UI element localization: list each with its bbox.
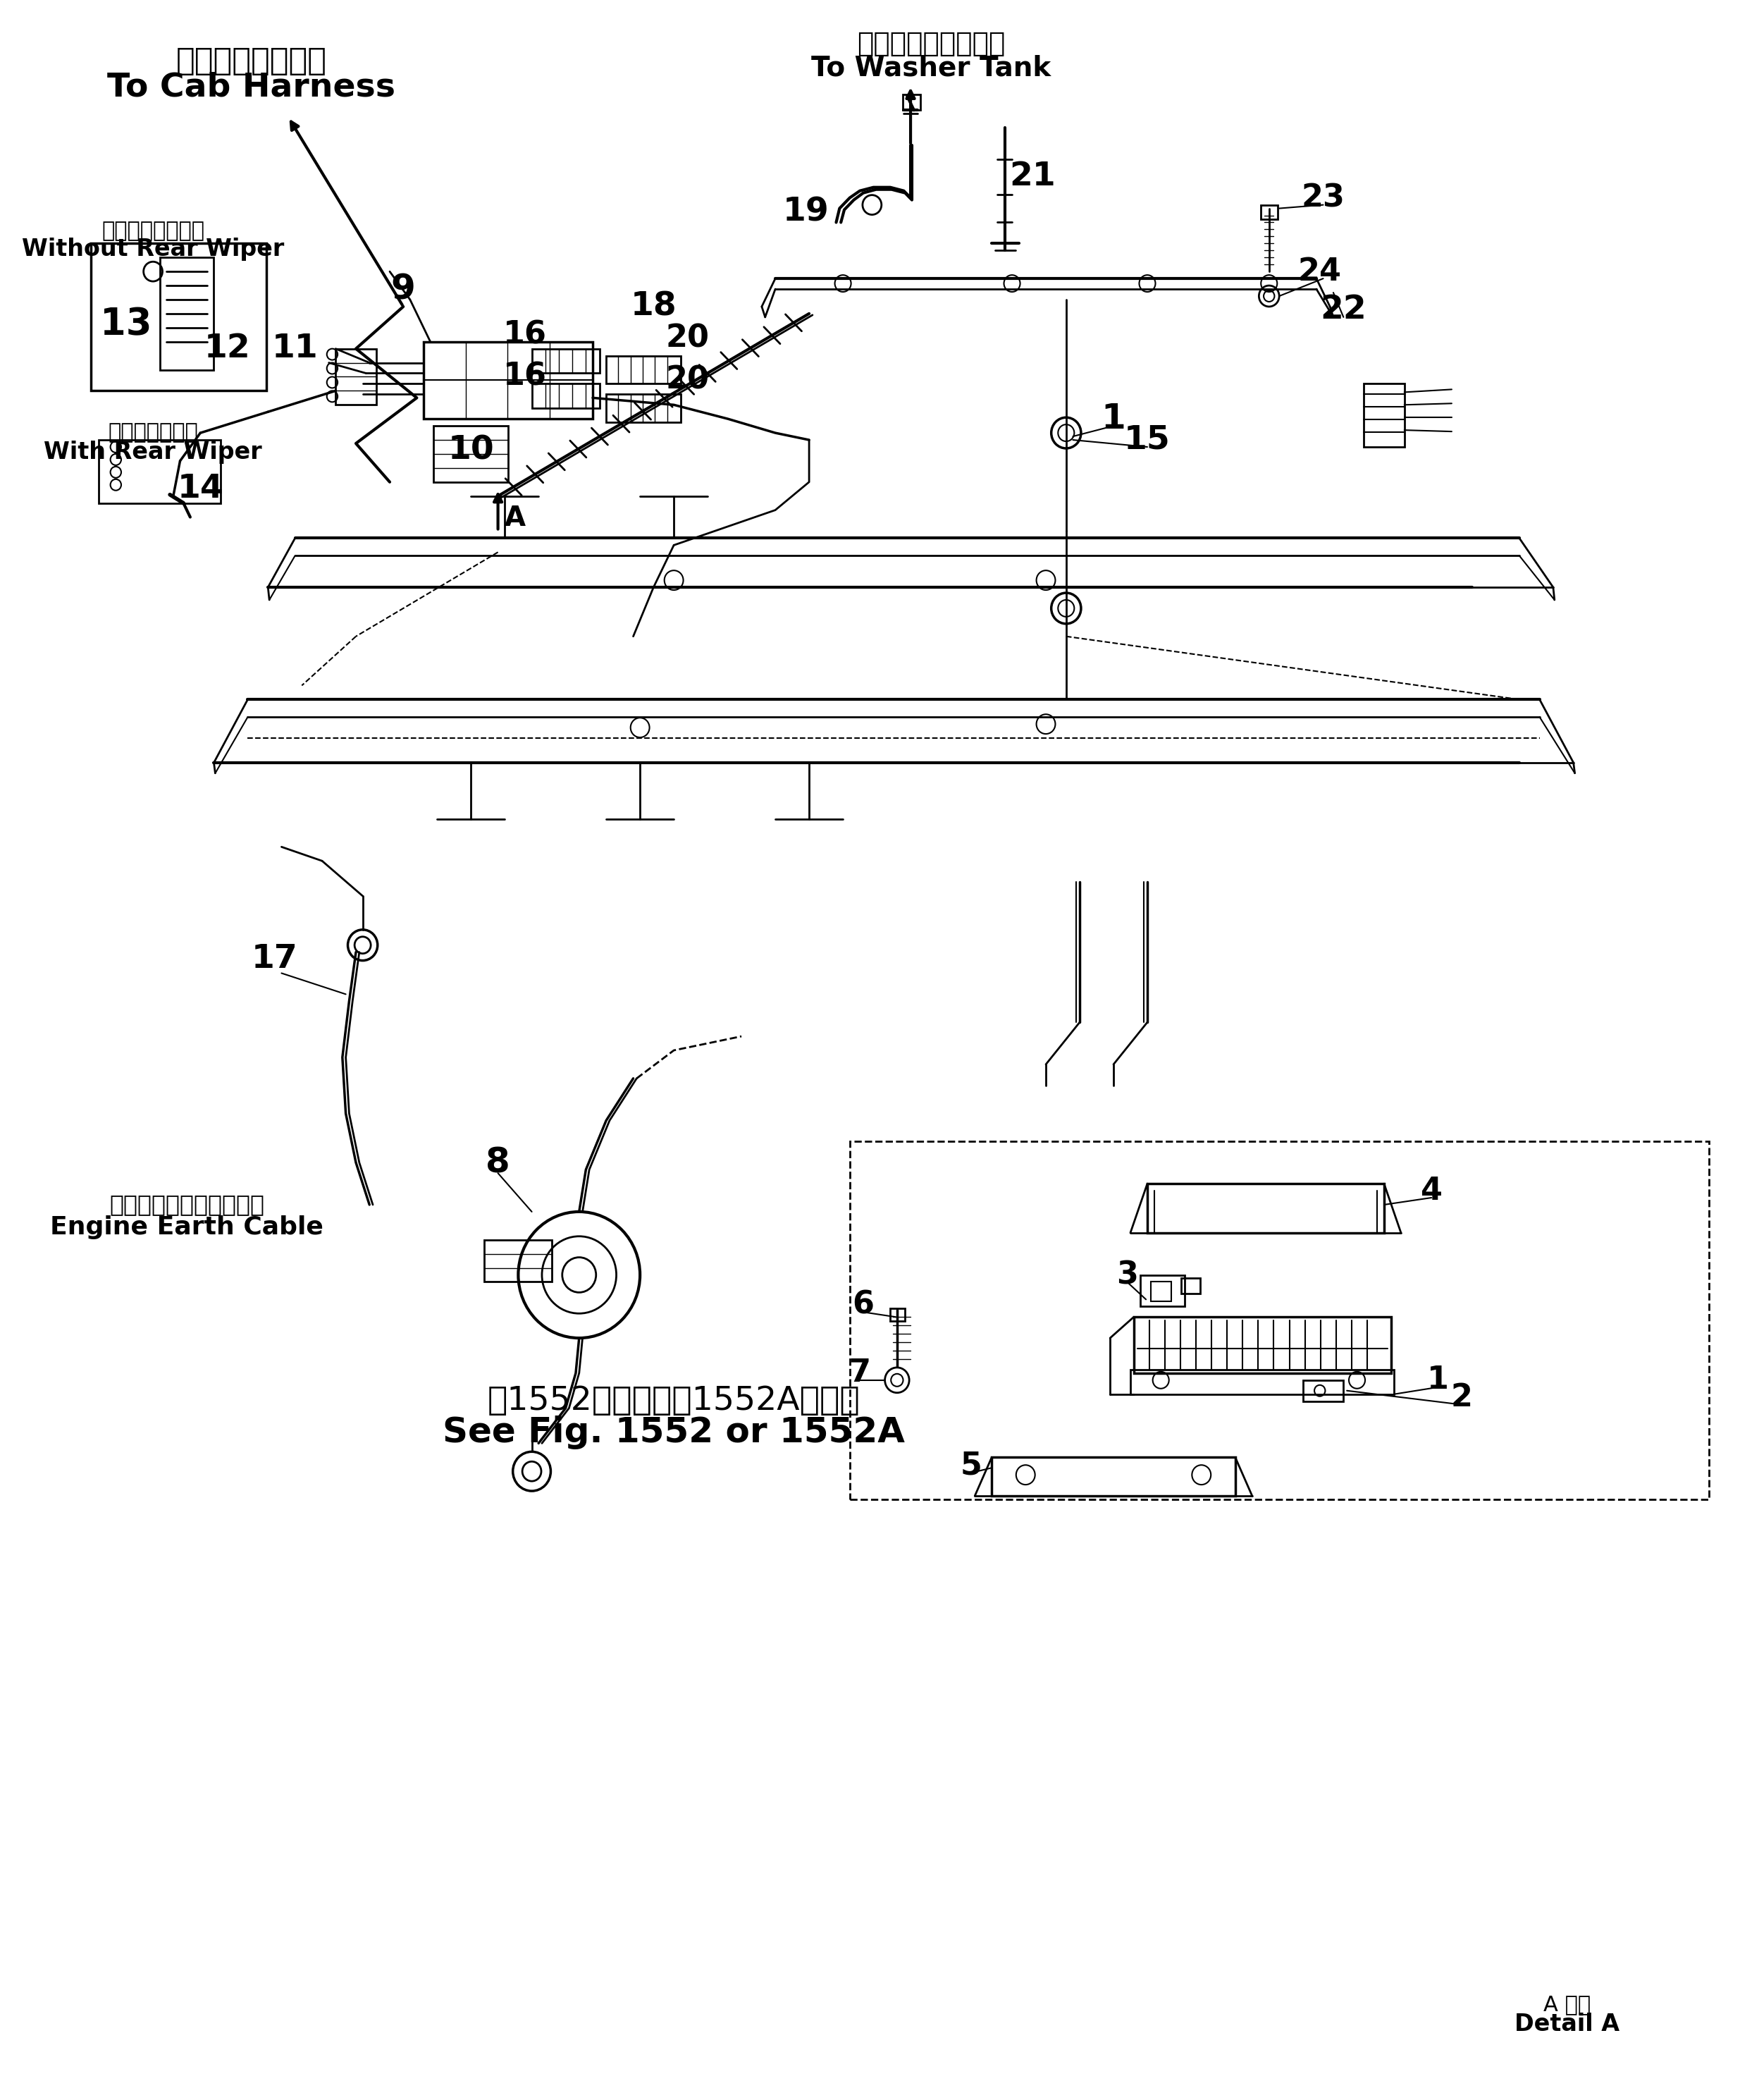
Text: 20: 20 — [665, 365, 710, 395]
Bar — [484, 1239, 552, 1281]
Bar — [1140, 1275, 1185, 1306]
Text: 24: 24 — [1298, 256, 1342, 288]
Text: 16: 16 — [503, 361, 546, 393]
Text: 第1552図または第1552A図参照: 第1552図または第1552A図参照 — [487, 1386, 860, 1418]
Text: 2: 2 — [1451, 1382, 1472, 1413]
Bar — [891, 1308, 905, 1321]
Bar — [1134, 1317, 1390, 1373]
Text: To Cab Harness: To Cab Harness — [106, 71, 395, 103]
Bar — [1131, 1369, 1394, 1394]
Text: 17: 17 — [252, 943, 298, 974]
Text: 10: 10 — [447, 435, 494, 466]
Text: 14: 14 — [177, 472, 223, 504]
Text: エンジンアースケーブル: エンジンアースケーブル — [110, 1193, 264, 1216]
Text: 16: 16 — [503, 319, 546, 351]
Bar — [423, 342, 593, 418]
Bar — [1261, 206, 1277, 218]
Bar — [992, 1457, 1235, 1495]
Text: See Fig. 1552 or 1552A: See Fig. 1552 or 1552A — [442, 1415, 905, 1449]
Text: A 詳細: A 詳細 — [1543, 1995, 1590, 2014]
Text: 7: 7 — [849, 1359, 870, 1388]
Text: 9: 9 — [391, 273, 416, 307]
Text: 23: 23 — [1302, 183, 1345, 212]
Text: 8: 8 — [485, 1147, 510, 1180]
Text: 4: 4 — [1420, 1176, 1442, 1205]
Text: リヤーワイパなし: リヤーワイパなし — [101, 221, 204, 242]
Text: 12: 12 — [204, 332, 251, 365]
Text: 18: 18 — [630, 290, 677, 323]
Bar — [606, 395, 680, 422]
Bar — [849, 1142, 1709, 1499]
Text: 19: 19 — [783, 195, 828, 227]
Text: キャブハーネスへ: キャブハーネスへ — [176, 46, 327, 76]
Text: With Rear Wiper: With Rear Wiper — [44, 441, 263, 464]
Text: 3: 3 — [1115, 1260, 1138, 1289]
Text: A: A — [505, 504, 525, 531]
Bar — [99, 439, 221, 504]
Text: Engine Earth Cable: Engine Earth Cable — [50, 1216, 324, 1239]
Bar — [606, 355, 680, 384]
Text: To Washer Tank: To Washer Tank — [811, 55, 1051, 82]
Text: リヤーワイパ付: リヤーワイパ付 — [108, 422, 198, 443]
Text: 13: 13 — [99, 307, 151, 342]
Text: 1: 1 — [1427, 1365, 1449, 1394]
Text: 21: 21 — [1009, 162, 1056, 193]
Text: 5: 5 — [960, 1451, 983, 1481]
Text: Without Rear Wiper: Without Rear Wiper — [23, 237, 284, 260]
Text: ウォッシャタンクへ: ウォッシャタンクへ — [856, 29, 1006, 57]
Text: 22: 22 — [1321, 294, 1366, 326]
Bar — [1150, 1281, 1171, 1302]
Bar — [903, 95, 920, 109]
Bar — [532, 349, 599, 374]
Text: 15: 15 — [1124, 424, 1171, 456]
Text: 6: 6 — [853, 1289, 873, 1321]
Text: Detail A: Detail A — [1514, 2012, 1620, 2035]
Bar — [90, 244, 266, 391]
Bar — [1303, 1380, 1343, 1401]
Bar — [160, 258, 214, 370]
Text: 11: 11 — [271, 332, 318, 365]
Text: 1: 1 — [1101, 401, 1126, 437]
Bar — [1181, 1279, 1201, 1294]
Bar — [532, 384, 599, 407]
Text: 20: 20 — [665, 323, 710, 353]
Bar — [336, 349, 376, 405]
Bar — [1364, 384, 1404, 447]
Bar — [1147, 1184, 1383, 1233]
Bar — [433, 426, 508, 483]
